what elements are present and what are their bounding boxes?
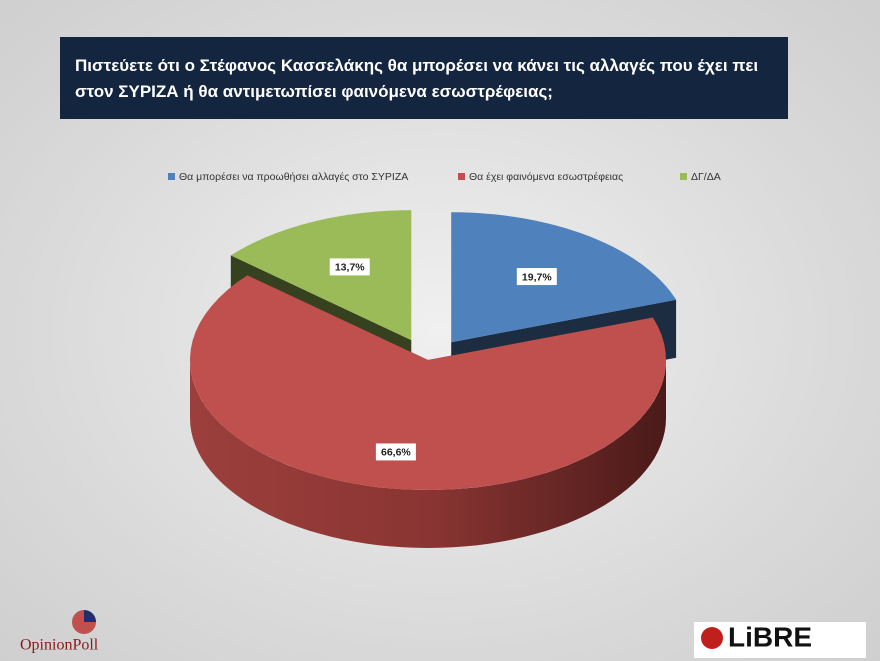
slice-wall: [190, 360, 666, 548]
data-label-bg: [375, 443, 416, 461]
data-label-bg: [329, 258, 370, 276]
slice: [451, 212, 677, 343]
slice: [230, 210, 412, 341]
legend: Θα μπορέσει να προωθήσει αλλαγές στο ΣΥΡ…: [168, 171, 721, 183]
slice: [190, 275, 666, 490]
legend-label: Θα έχει φαινόμενα εσωστρέφειας: [469, 171, 623, 183]
logo-text: LiBRE: [728, 621, 812, 652]
legend-swatch: [168, 173, 175, 180]
logo-mark: [701, 627, 723, 649]
data-label: 19,7%: [522, 271, 552, 283]
data-label-bg: [516, 268, 557, 286]
logo-text: OpinionPoll: [20, 637, 99, 654]
legend-label: ΔΓ/ΔΑ: [691, 171, 721, 183]
data-label: 13,7%: [335, 262, 365, 274]
data-label: 66,6%: [381, 447, 411, 459]
chart-title: Πιστεύετε ότι ο Στέφανος Κασσελάκης θα μ…: [60, 37, 788, 119]
logo-mark: [84, 610, 96, 622]
logo-right: LiBRE: [694, 621, 866, 658]
logo-left: OpinionPoll: [20, 610, 99, 654]
legend-swatch: [458, 173, 465, 180]
legend-swatch: [680, 173, 687, 180]
pie: 19,7% 66,6% 13,7%: [190, 210, 677, 548]
legend-label: Θα μπορέσει να προωθήσει αλλαγές στο ΣΥΡ…: [179, 171, 408, 183]
